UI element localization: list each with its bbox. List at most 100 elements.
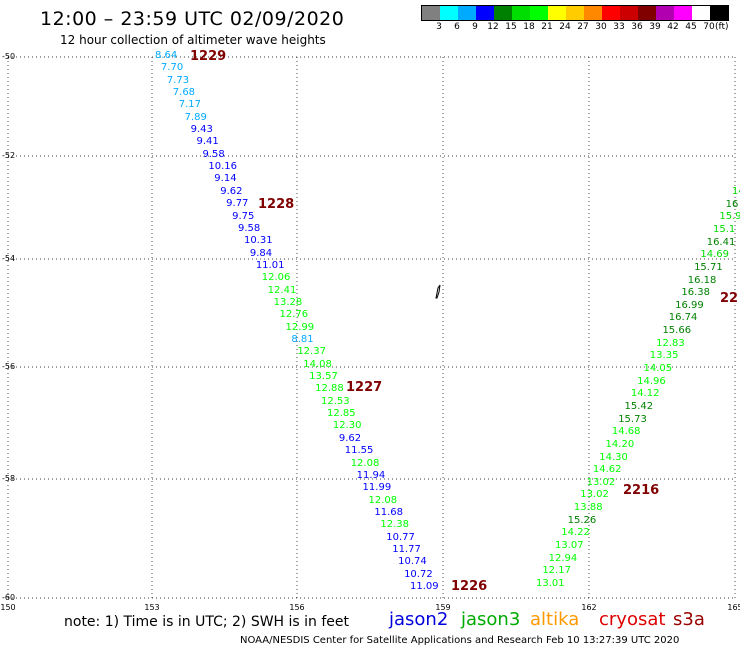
color-scale-tick: 39 — [649, 22, 661, 32]
wave-height-value: 14.96 — [637, 375, 666, 387]
color-scale-unit: (ft) — [715, 22, 729, 32]
wave-height-value: 14.12 — [630, 388, 660, 400]
wave-height-value: 13.01 — [536, 578, 565, 589]
legend-cryosat: cryosat — [599, 609, 666, 630]
wave-height-value: 14.68 — [611, 426, 641, 438]
latitude-label: -56 — [2, 362, 16, 371]
longitude-label: 153 — [144, 603, 160, 612]
longitude-label: 156 — [289, 603, 305, 612]
color-swatch — [494, 6, 512, 20]
wave-height-value: 13.35 — [649, 350, 679, 362]
pass-label-1226: 1226 — [451, 579, 488, 594]
wave-height-value: 16.18 — [687, 274, 717, 286]
color-scale-tick: 9 — [472, 22, 478, 32]
wave-height-value: 11.77 — [392, 543, 421, 555]
wave-height-value: 13.88 — [573, 502, 603, 514]
wave-height-value: 12.99 — [285, 321, 315, 333]
legend-altika: altika — [530, 609, 580, 630]
wave-height-value: 12.85 — [326, 408, 356, 420]
wave-height-value: 14 — [732, 186, 740, 197]
wave-height-value: 7.89 — [184, 111, 207, 123]
pass-label-22: 22 — [720, 291, 739, 306]
wave-height-value: 9.14 — [214, 173, 237, 185]
wave-height-value: 13.28 — [273, 296, 303, 308]
color-scale-tick: 33 — [613, 22, 625, 32]
latitude-label: -58 — [2, 474, 16, 483]
longitude-label: 162 — [581, 603, 597, 612]
wave-height-value: 14.22 — [561, 527, 590, 539]
wave-height-value: 7.70 — [160, 62, 184, 74]
coastline-fragment — [435, 284, 441, 299]
color-scale-tick: 70 — [703, 22, 715, 32]
wave-height-value: 7.68 — [172, 87, 196, 99]
wave-height-value: 16 — [725, 198, 739, 210]
wave-height-value: 10.74 — [398, 556, 427, 568]
wave-height-value: 12.88 — [315, 383, 344, 395]
wave-height-value: 11.94 — [356, 469, 386, 481]
credit-line: NOAA/NESDIS Center for Satellite Applica… — [240, 635, 680, 646]
wave-height-value: 8.81 — [291, 334, 314, 346]
color-swatch — [674, 6, 692, 20]
color-swatch — [638, 6, 656, 20]
wave-height-value: 15.9 — [719, 211, 740, 223]
wave-height-value: 12.17 — [542, 565, 571, 577]
wave-height-value: 8.64 — [155, 50, 178, 61]
wave-height-value: 16.99 — [675, 299, 704, 311]
color-swatch — [422, 6, 440, 20]
wave-height-value: 12.37 — [297, 346, 326, 358]
map-subtitle: 12 hour collection of altimeter wave hei… — [60, 33, 326, 47]
wave-height-value: 12.08 — [368, 494, 398, 506]
color-scale-tick: 42 — [667, 22, 679, 32]
color-swatch — [440, 6, 458, 20]
wave-height-value: 12.38 — [380, 519, 409, 531]
color-swatch — [548, 6, 566, 20]
wave-height-value: 16.38 — [681, 287, 711, 299]
legend-jason2: jason2 — [389, 609, 449, 630]
wave-height-value: 12.08 — [350, 457, 380, 469]
wave-height-value: 14.05 — [643, 363, 673, 375]
longitude-label: 159 — [435, 603, 451, 612]
color-swatch — [692, 6, 710, 20]
wave-height-value: 14.08 — [303, 358, 332, 370]
color-scale-tick: 27 — [577, 22, 589, 32]
pass-label-1229: 1229 — [190, 49, 227, 64]
footer-note: note: 1) Time is in UTC; 2) SWH is in fe… — [64, 614, 350, 630]
latitude-label: -60 — [2, 593, 16, 602]
wave-height-value: 12.83 — [656, 337, 685, 349]
color-swatch — [530, 6, 548, 20]
wave-height-value: 11.68 — [374, 506, 404, 518]
latitude-label: -54 — [2, 254, 16, 263]
legend-s3a: s3a — [673, 609, 705, 630]
color-scale-tick: 21 — [541, 22, 553, 32]
wave-height-value: 10.31 — [243, 235, 273, 247]
wave-height-value: 9.75 — [232, 210, 255, 222]
wave-height-value: 15.73 — [618, 413, 647, 425]
wave-height-value: 9.77 — [226, 198, 249, 210]
wave-height-value: 15.71 — [694, 261, 723, 273]
wave-height-value: 9.62 — [220, 185, 243, 197]
wave-height-value: 11.99 — [362, 482, 392, 494]
pass-label-1227: 1227 — [346, 380, 383, 395]
wave-height-value: 14.69 — [700, 249, 730, 261]
wave-height-value: 10.16 — [208, 161, 237, 173]
wave-height-value: 11.01 — [255, 259, 285, 271]
color-swatch — [620, 6, 638, 20]
wave-height-value: 16.41 — [706, 236, 736, 248]
wave-height-value: 9.58 — [202, 148, 225, 160]
color-swatch — [566, 6, 584, 20]
wave-height-value: 9.58 — [238, 222, 261, 234]
color-swatch — [710, 6, 728, 20]
color-scale-tick: 3 — [436, 22, 442, 32]
wave-height-value: 13.02 — [580, 489, 609, 501]
wave-height-value: 12.41 — [267, 284, 297, 296]
wave-height-value: 7.73 — [166, 74, 190, 86]
color-scale-tick: 24 — [559, 22, 571, 32]
wave-height-value: 15.42 — [624, 400, 654, 412]
wave-height-value: 12.30 — [332, 420, 362, 432]
color-scale-tick: 45 — [685, 22, 697, 32]
wave-height-value: 16.74 — [668, 312, 698, 324]
color-swatch — [584, 6, 602, 20]
wave-height-value: 11.55 — [344, 445, 374, 457]
wave-height-value: 12.76 — [279, 309, 309, 321]
